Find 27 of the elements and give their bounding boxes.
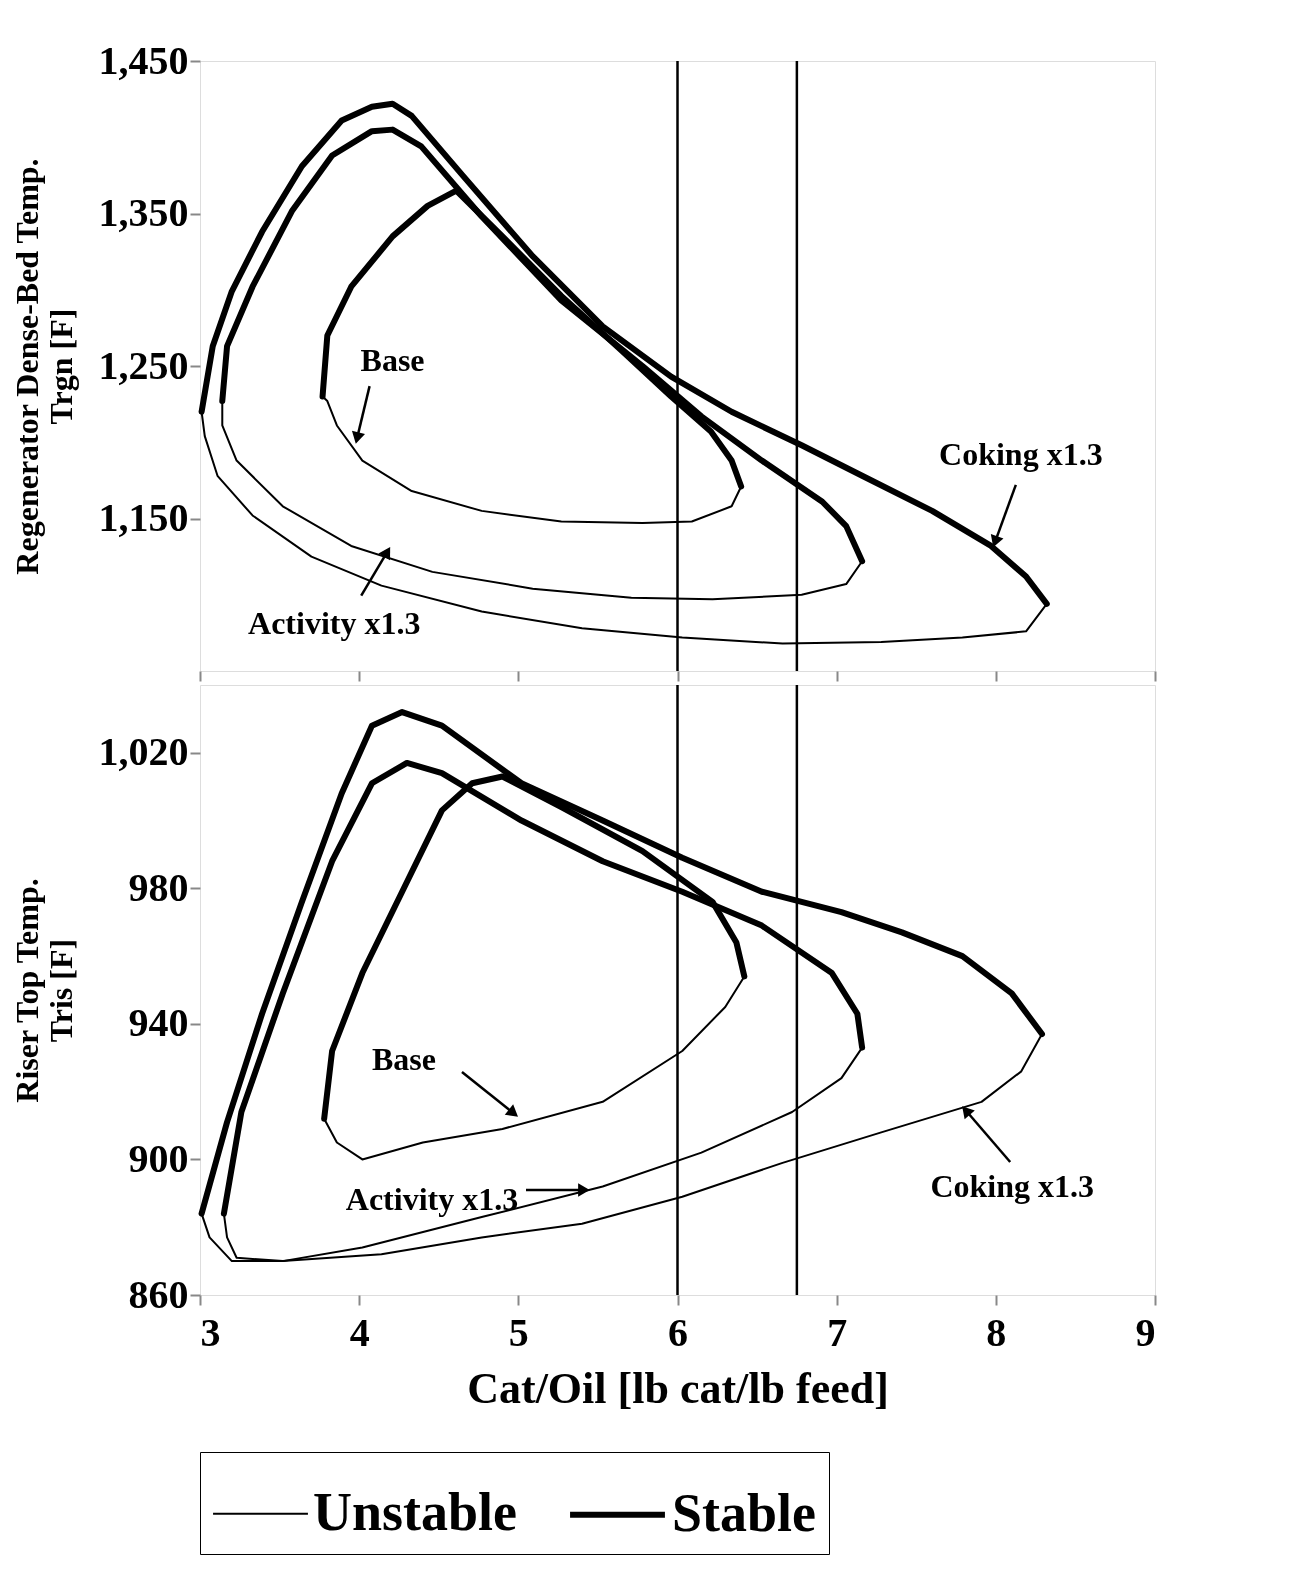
y-axis-title: Regenerator Dense-Bed Temp. Trgn [F]: [8, 158, 79, 575]
annotation: Activity x1.3: [248, 604, 421, 641]
annotation: Coking x1.3: [939, 435, 1103, 472]
y-tick-label: 1,350: [98, 190, 189, 235]
x-axis-title: Cat/Oil [lb cat/lb feed]: [467, 1363, 889, 1413]
y-tick-label: 1,150: [98, 495, 189, 540]
annotation: Coking x1.3: [930, 1168, 1094, 1204]
x-tick-label: 4: [349, 1309, 370, 1355]
y-tick-label: 1,250: [98, 342, 189, 388]
annotation: Base: [360, 342, 425, 379]
legend-label: Stable: [672, 1482, 817, 1543]
y-tick-label: 940: [128, 1000, 189, 1046]
x-tick-label: 5: [508, 1309, 529, 1355]
x-tick-label: 7: [827, 1309, 848, 1355]
annotation: Activity x1.3: [345, 1180, 519, 1217]
y-tick-label: 900: [128, 1135, 189, 1181]
y-axis-title: Riser Top Temp. Tris [F]: [8, 878, 79, 1103]
y-tick-label: 860: [128, 1271, 189, 1317]
x-tick-label: 6: [668, 1309, 688, 1355]
x-tick-label: 8: [986, 1309, 1007, 1355]
y-tick-label: 1,020: [98, 729, 189, 775]
x-tick-label: 9: [1135, 1309, 1156, 1355]
legend-label: Unstable: [313, 1481, 518, 1542]
annotation: Base: [371, 1041, 436, 1077]
x-tick-label: 3: [200, 1309, 221, 1355]
y-tick-label: 980: [128, 864, 189, 910]
y-tick-label: 1,450: [98, 37, 189, 83]
